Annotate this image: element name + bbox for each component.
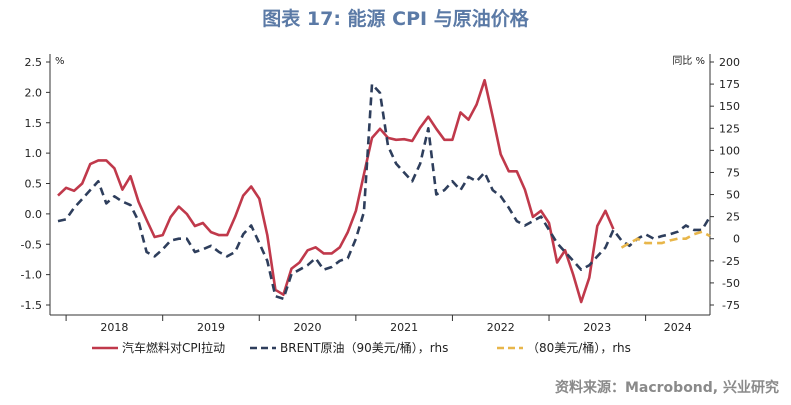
left-tick-label: 1.5 bbox=[25, 117, 43, 130]
right-tick-label: 0 bbox=[733, 233, 740, 246]
right-tick-label: -50 bbox=[722, 277, 740, 290]
right-tick-label: 100 bbox=[719, 144, 740, 157]
left-tick-label: -0.5 bbox=[21, 238, 42, 251]
x-tick-label: 2023 bbox=[583, 321, 611, 334]
legend-label-0: 汽车燃料对CPI拉动 bbox=[122, 340, 225, 355]
legend-label-2: （80美元/桶），rhs bbox=[527, 340, 631, 355]
left-tick-label: 0.5 bbox=[25, 178, 43, 191]
right-tick-label: 25 bbox=[726, 211, 740, 224]
chart-lines bbox=[57, 78, 712, 304]
left-tick-label: 0.0 bbox=[25, 208, 43, 221]
x-tick-label: 2024 bbox=[664, 321, 692, 334]
left-tick-label: -1.0 bbox=[21, 269, 42, 282]
left-tick-label: 1.0 bbox=[25, 147, 43, 160]
right-unit-label: 同比 % bbox=[672, 55, 705, 67]
x-tick-label: 2021 bbox=[390, 321, 418, 334]
right-tick-label: 200 bbox=[719, 56, 740, 69]
right-tick-label: -25 bbox=[722, 255, 740, 268]
chart-axes: 2.5 2.0 1.5 1.0 0.5 0.0 -0.5 -1.0 -1.5 200 175 150 1… bbox=[21, 54, 740, 334]
left-tick-label: -1.5 bbox=[21, 299, 42, 312]
series-line-2 bbox=[620, 230, 711, 249]
legend-label-1: BRENT原油（90美元/桶），rhs bbox=[280, 340, 448, 355]
chart-legend: 汽车燃料对CPI拉动 BRENT原油（90美元/桶），rhs （80美元/桶），rh… bbox=[92, 340, 631, 355]
right-tick-label: 150 bbox=[719, 100, 740, 113]
x-tick-label: 2018 bbox=[100, 321, 128, 334]
right-tick-label: 175 bbox=[719, 78, 740, 91]
x-tick-label: 2020 bbox=[294, 321, 322, 334]
x-tick-label: 2022 bbox=[487, 321, 515, 334]
right-tick-label: 75 bbox=[726, 166, 740, 179]
right-tick-label: 125 bbox=[719, 122, 740, 135]
source-note: 资料来源：Macrobond, 兴业研究 bbox=[554, 380, 779, 396]
chart-title: 图表 17: 能源 CPI 与原油价格 bbox=[262, 8, 529, 30]
series-line-1 bbox=[57, 82, 712, 301]
right-tick-label: -75 bbox=[722, 299, 740, 312]
series-line-0 bbox=[57, 78, 615, 304]
x-tick-label: 2019 bbox=[197, 321, 225, 334]
left-tick-label: 2.0 bbox=[25, 86, 43, 99]
right-tick-label: 50 bbox=[726, 189, 740, 202]
left-unit-label: % bbox=[55, 56, 65, 67]
left-tick-label: 2.5 bbox=[25, 56, 43, 69]
